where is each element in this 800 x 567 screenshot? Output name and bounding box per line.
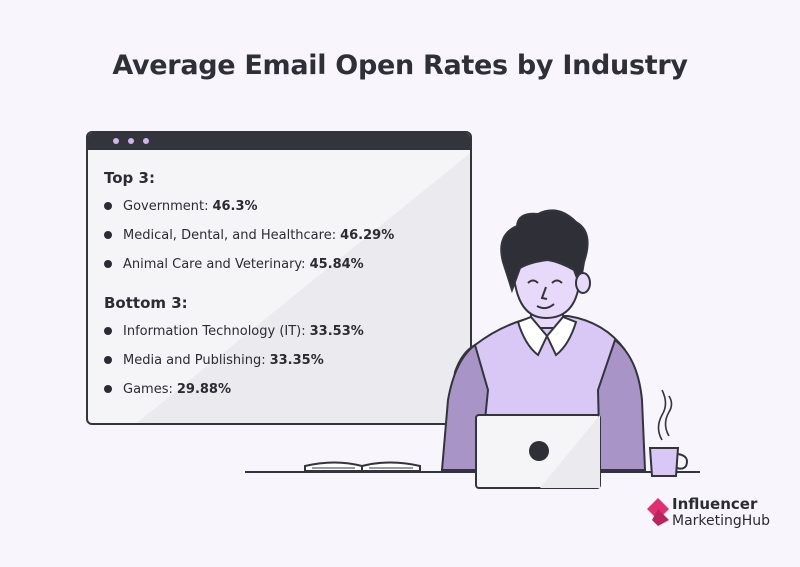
stats-content: Top 3: Government: 46.3% Medical, Dental… (104, 169, 394, 410)
list-item: Animal Care and Veterinary: 45.84% (104, 256, 394, 272)
list-item: Medical, Dental, and Healthcare: 46.29% (104, 227, 394, 243)
laptop-icon (475, 414, 601, 489)
bullet-icon (104, 260, 112, 268)
brand-logo: Influencer MarketingHub (647, 495, 787, 535)
bullet-icon (104, 231, 112, 239)
person-torso (440, 315, 647, 471)
item-value: 46.3% (212, 198, 258, 214)
item-value: 33.53% (309, 323, 364, 339)
item-label: Government: (123, 198, 209, 214)
item-value: 33.35% (269, 352, 324, 368)
window-shade (136, 153, 470, 423)
bullet-icon (104, 202, 112, 210)
window-dot-icon (128, 138, 134, 144)
item-value: 46.29% (340, 227, 395, 243)
item-label: Medical, Dental, and Healthcare: (123, 227, 337, 243)
browser-window-card: Top 3: Government: 46.3% Medical, Dental… (86, 131, 472, 425)
bullet-icon (104, 356, 112, 364)
logo-line2: MarketingHub (672, 513, 771, 529)
person-head (500, 209, 591, 320)
window-title-bar (88, 133, 470, 150)
list-item: Information Technology (IT): 33.53% (104, 323, 394, 339)
item-label: Games: (123, 381, 173, 397)
bullet-icon (104, 327, 112, 335)
bullet-icon (104, 385, 112, 393)
item-value: 29.88% (176, 381, 232, 397)
logo-line1: Influencer (672, 495, 758, 513)
brand-logo-icon (647, 498, 669, 526)
list-item: Government: 46.3% (104, 198, 394, 214)
coffee-mug-icon (648, 389, 688, 477)
item-label: Animal Care and Veterinary: (123, 256, 306, 272)
item-value: 45.84% (309, 256, 364, 272)
bottom-heading: Bottom 3: (104, 294, 188, 312)
list-item: Media and Publishing: 33.35% (104, 352, 394, 368)
top-heading: Top 3: (104, 169, 155, 187)
open-book-icon (304, 461, 421, 472)
window-dot-icon (143, 138, 149, 144)
page-title: Average Email Open Rates by Industry (112, 50, 688, 81)
list-item: Games: 29.88% (104, 381, 394, 397)
window-dot-icon (113, 138, 119, 144)
item-label: Information Technology (IT): (123, 323, 306, 339)
item-label: Media and Publishing: (123, 352, 266, 368)
